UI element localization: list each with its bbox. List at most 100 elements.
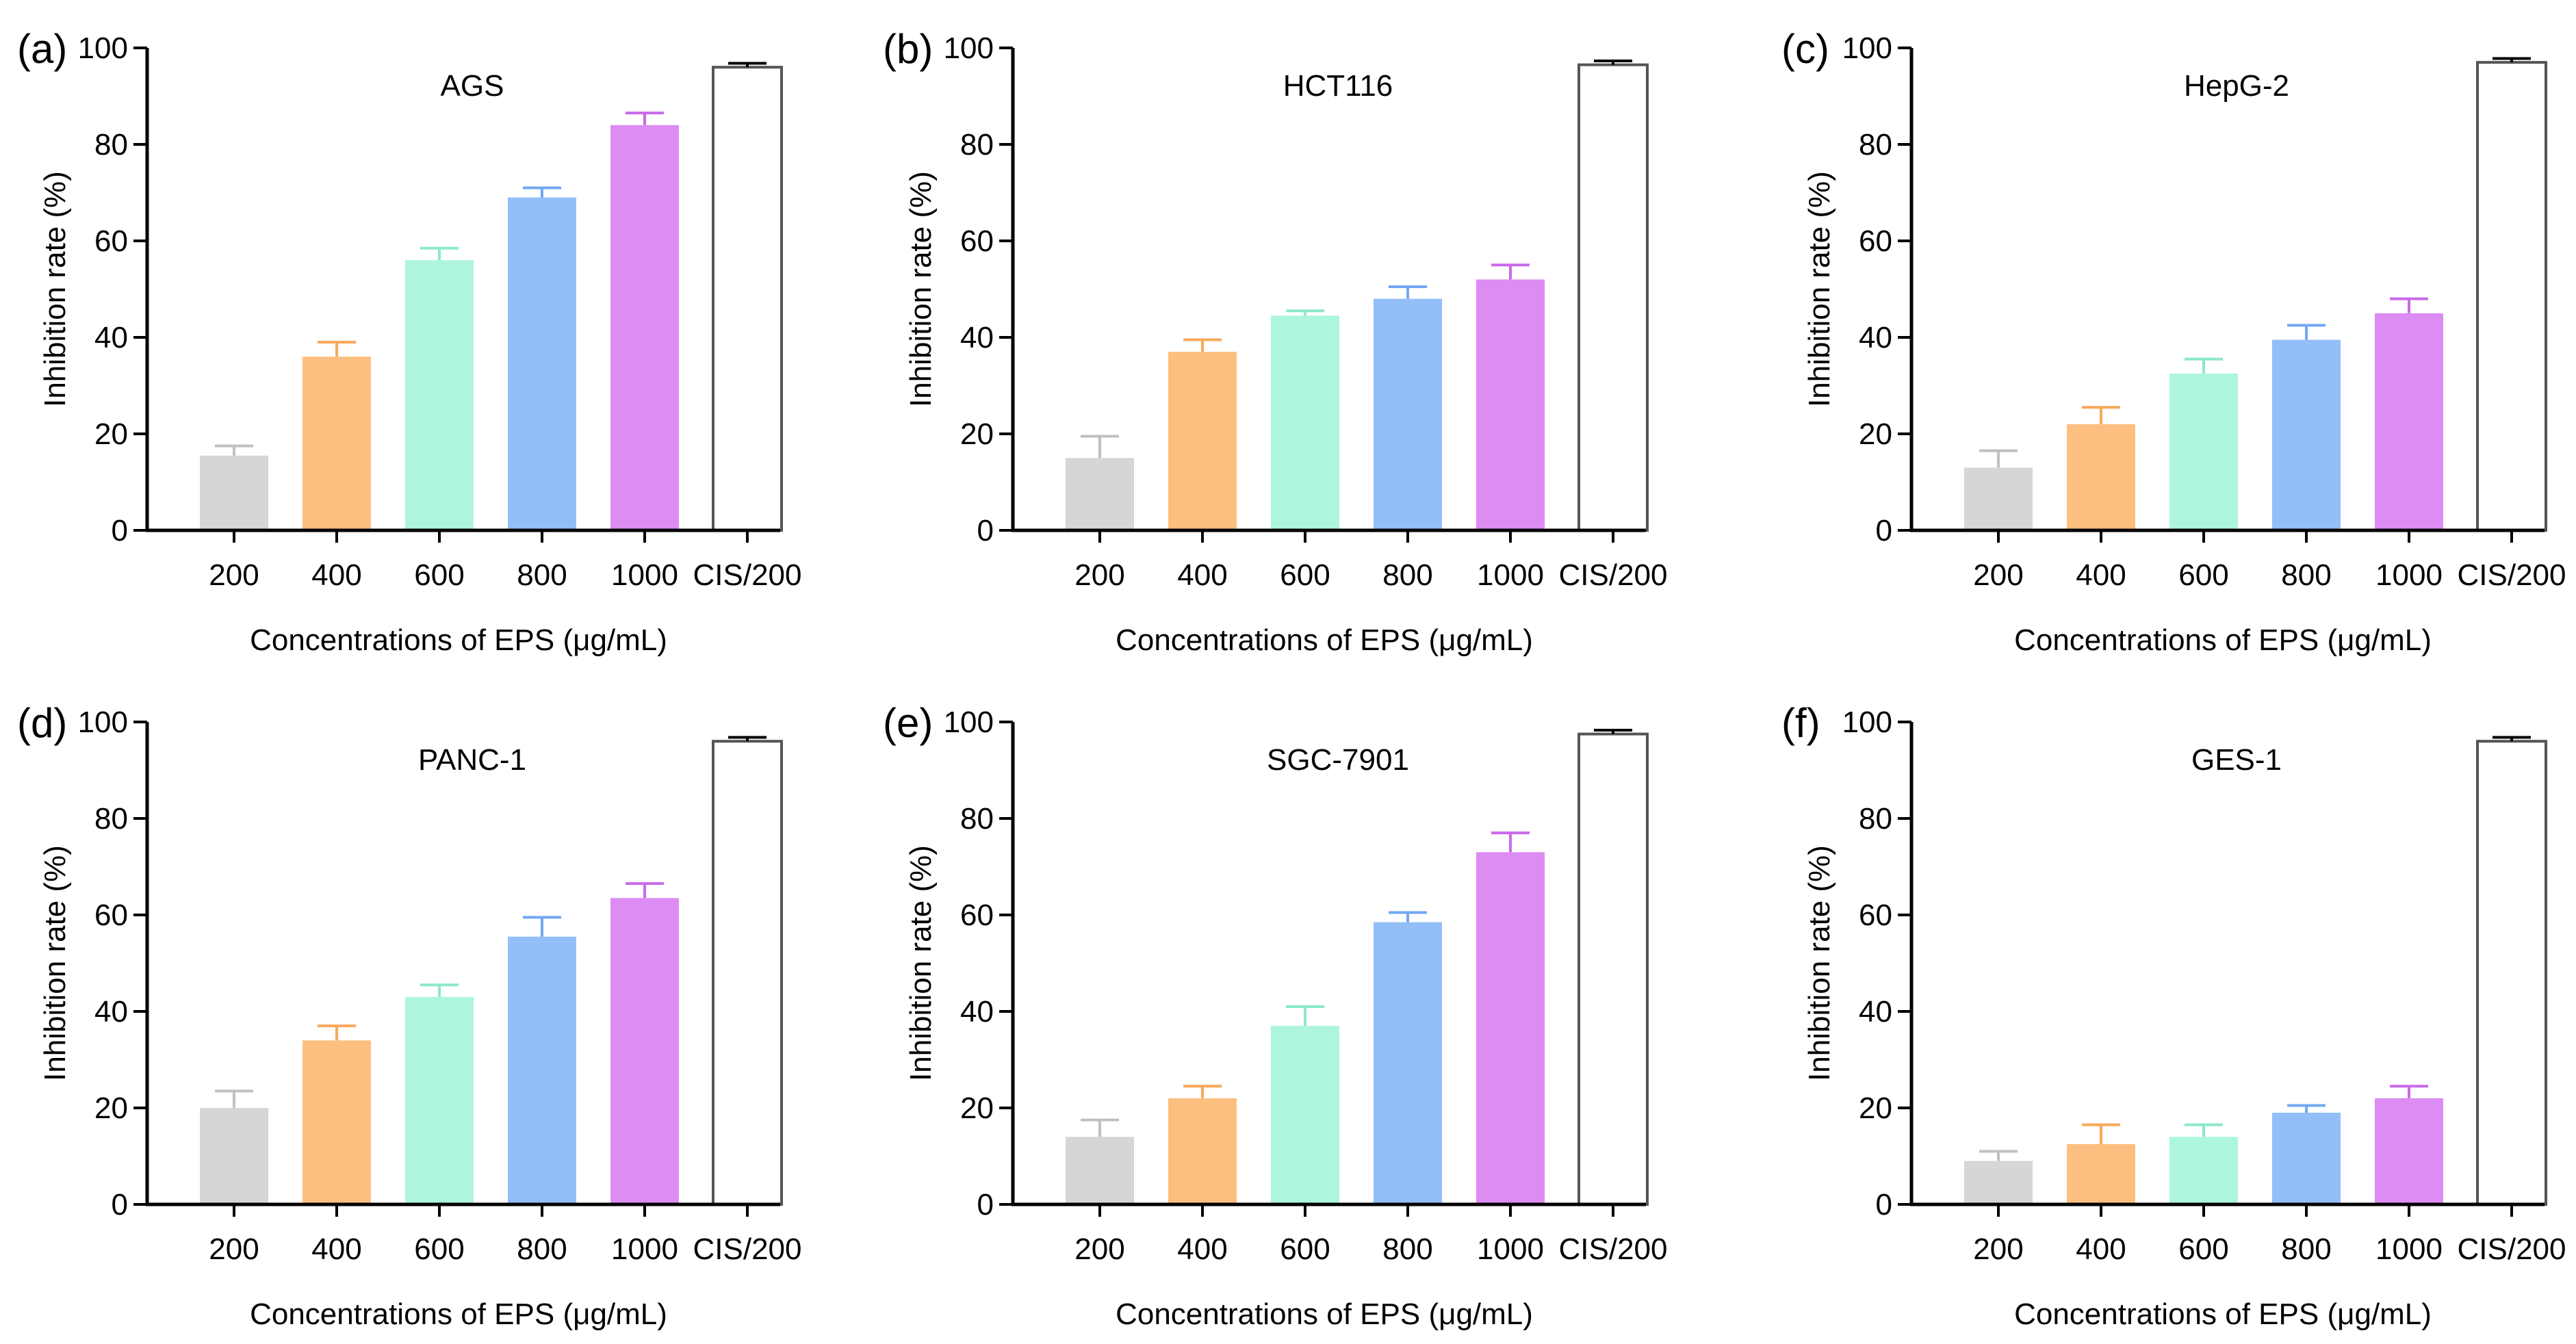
x-tick-label: 400 <box>311 1232 361 1266</box>
bar <box>1964 467 2033 530</box>
x-tick-label: 1000 <box>2375 1232 2443 1266</box>
bar <box>712 740 783 1206</box>
x-tick-label: 800 <box>2281 558 2331 592</box>
x-tick-label: CIS/200 <box>1559 558 1668 592</box>
x-tick-label: 1000 <box>2375 558 2443 592</box>
x-tick-label: 400 <box>2076 1232 2126 1266</box>
x-tick-label: 800 <box>517 1232 567 1266</box>
bar <box>405 996 474 1204</box>
bar <box>200 1108 268 1204</box>
bar <box>2169 1137 2238 1204</box>
y-tick-label: 80 <box>1859 128 1892 161</box>
y-tick-label: 80 <box>94 128 128 161</box>
x-tick-label: 600 <box>2178 1232 2228 1266</box>
y-tick-label: 60 <box>94 899 128 932</box>
bar <box>302 357 371 530</box>
y-tick-label: 100 <box>78 31 128 65</box>
y-tick-label: 80 <box>960 802 994 836</box>
bar <box>712 66 783 532</box>
bar <box>405 260 474 530</box>
bar <box>2272 339 2341 530</box>
x-tick-label: 800 <box>517 558 567 592</box>
x-tick-label: 200 <box>209 558 259 592</box>
y-tick-label: 80 <box>94 802 128 836</box>
y-tick-label: 0 <box>977 514 994 547</box>
y-tick-label: 100 <box>78 706 128 739</box>
x-tick-label: 800 <box>2281 1232 2331 1266</box>
panel-b: (b) 200 400 600 800 1000 CIS/200 0 20 40 60 80 100 HC… <box>883 26 1667 657</box>
x-axis-label: Concentrations of EPS (μg/mL) <box>1116 623 1533 657</box>
panel-d: (d) 200 400 600 800 1000 CIS/200 0 20 40 60 80 100 PA… <box>17 700 801 1331</box>
y-tick-label: 20 <box>1859 1091 1892 1125</box>
y-tick-label: 40 <box>94 321 128 354</box>
x-axis-label: Concentrations of EPS (μg/mL) <box>250 1297 667 1331</box>
bar <box>1476 279 1545 530</box>
panel-c: (c) 200 400 600 800 1000 CIS/200 0 20 40 60 80 100 He… <box>1781 26 2566 657</box>
panel-label: (b) <box>883 26 933 72</box>
y-tick-label: 80 <box>1859 802 1892 836</box>
bar <box>508 936 576 1204</box>
x-tick-label: 400 <box>1177 1232 1227 1266</box>
x-axis-label: Concentrations of EPS (μg/mL) <box>1116 1297 1533 1331</box>
panel-label: (f) <box>1781 700 1820 746</box>
y-tick-label: 100 <box>1842 706 1892 739</box>
x-tick-label: CIS/200 <box>1559 1232 1668 1266</box>
panel-label: (a) <box>17 26 67 72</box>
y-tick-label: 100 <box>944 706 994 739</box>
bar <box>1577 732 1649 1206</box>
x-tick-label: 600 <box>1280 558 1330 592</box>
y-tick-label: 20 <box>94 1091 128 1125</box>
x-tick-label: 1000 <box>611 1232 678 1266</box>
y-tick-label: 20 <box>960 1091 994 1125</box>
bar <box>2067 1143 2135 1204</box>
chart-title: GES-1 <box>2191 743 2282 777</box>
x-tick-label: CIS/200 <box>2458 558 2566 592</box>
bar <box>1271 1026 1339 1204</box>
bar <box>2476 61 2547 532</box>
bar <box>610 898 679 1204</box>
chart-title: PANC-1 <box>418 743 526 777</box>
bar <box>2272 1113 2341 1204</box>
panel-a: (a) 200 400 600 800 1000 CIS/200 0 20 40 60 80 100 AG… <box>17 26 801 657</box>
y-axis-label: Inhibition rate (%) <box>38 171 72 407</box>
chart-title: SGC-7901 <box>1267 743 1409 777</box>
y-tick-label: 0 <box>112 514 128 547</box>
bar <box>1964 1161 2033 1204</box>
bar <box>2169 373 2238 530</box>
x-tick-label: 200 <box>1973 1232 2023 1266</box>
bar <box>2067 424 2135 530</box>
x-axis-label: Concentrations of EPS (μg/mL) <box>2014 623 2432 657</box>
x-axis-label: Concentrations of EPS (μg/mL) <box>250 623 667 657</box>
y-tick-label: 0 <box>112 1188 128 1222</box>
x-tick-label: 200 <box>1074 1232 1124 1266</box>
x-tick-label: CIS/200 <box>693 1232 802 1266</box>
y-tick-label: 100 <box>1842 31 1892 65</box>
bar <box>2375 1098 2443 1204</box>
x-tick-label: 800 <box>1382 1232 1432 1266</box>
x-tick-label: 600 <box>1280 1232 1330 1266</box>
panel-f: (f) 200 400 600 800 1000 CIS/200 0 20 40 60 80 100 GE… <box>1781 700 2566 1331</box>
x-tick-label: 200 <box>209 1232 259 1266</box>
x-tick-label: 600 <box>414 1232 464 1266</box>
bar <box>1374 922 1442 1204</box>
y-axis-label: Inhibition rate (%) <box>1803 171 1836 407</box>
x-axis-label: Concentrations of EPS (μg/mL) <box>2014 1297 2432 1331</box>
panel-label: (d) <box>17 700 67 746</box>
y-axis-label: Inhibition rate (%) <box>904 845 938 1081</box>
chart-title: HCT116 <box>1283 69 1393 103</box>
x-tick-label: CIS/200 <box>2458 1232 2566 1266</box>
y-tick-label: 60 <box>960 899 994 932</box>
y-tick-label: 60 <box>1859 224 1892 258</box>
x-tick-label: 1000 <box>1477 558 1544 592</box>
bar <box>1066 1137 1134 1204</box>
panel-e: (e) 200 400 600 800 1000 CIS/200 0 20 40 60 80 100 SG… <box>883 700 1667 1331</box>
bar <box>1476 852 1545 1204</box>
y-tick-label: 20 <box>94 417 128 451</box>
x-tick-label: 400 <box>2076 558 2126 592</box>
bar <box>1577 63 1649 532</box>
y-tick-label: 60 <box>960 224 994 258</box>
bar <box>1271 315 1339 530</box>
y-axis-label: Inhibition rate (%) <box>904 171 938 407</box>
bar <box>1066 458 1134 530</box>
